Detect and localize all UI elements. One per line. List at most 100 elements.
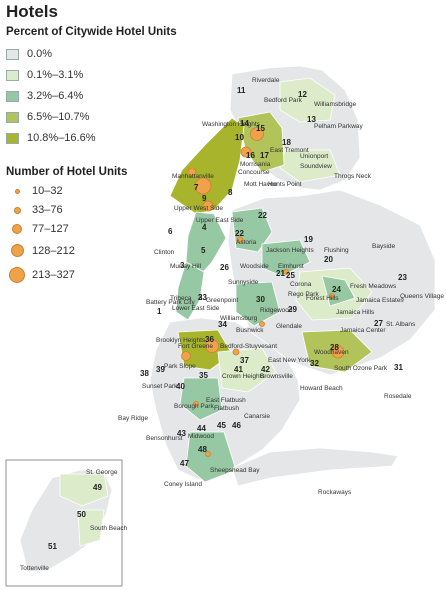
- place-label: Jackson Heights: [266, 247, 314, 254]
- place-label: East Flatbush: [206, 397, 246, 404]
- staten-island-north: [59, 473, 109, 507]
- units-legend-item: 128–212: [6, 244, 75, 257]
- place-label: Sunset Park: [142, 383, 178, 390]
- staten-island-inset: [5, 459, 123, 587]
- hotel-dot: [187, 167, 197, 177]
- place-label: Tribeca: [170, 295, 192, 302]
- place-label: Canarsie: [244, 413, 270, 420]
- place-label: South Beach: [90, 525, 128, 532]
- share-legend-item: 10.8%–16.6%: [6, 132, 96, 144]
- units-legend-item: 77–127: [6, 223, 69, 235]
- brooklyn-south: [185, 431, 237, 483]
- district-number: 16: [246, 151, 255, 160]
- hotel-dot: [331, 345, 345, 359]
- place-label: Bensonhurst: [146, 435, 183, 442]
- queens-jamaica: [321, 275, 356, 307]
- hotel-dot: [181, 351, 191, 361]
- district-number: 29: [288, 305, 297, 314]
- hotel-dot: [259, 321, 265, 327]
- hotel-dot: [193, 401, 199, 407]
- dot-size-3: [10, 244, 24, 257]
- place-label: Battery Park City: [146, 299, 196, 306]
- district-number: 22: [258, 211, 267, 220]
- district-number: 50: [77, 510, 86, 519]
- place-label: Williamsburg: [220, 315, 258, 322]
- queens-jackson: [261, 239, 311, 277]
- district-number: 28: [330, 343, 339, 352]
- units-legend-item: 213–327: [6, 267, 75, 283]
- district-number: 19: [304, 235, 313, 244]
- place-label: Concourse: [238, 169, 270, 176]
- place-label: Park Slope: [164, 363, 196, 370]
- district-number: 26: [220, 263, 229, 272]
- district-number: 2: [198, 293, 203, 302]
- district-number: 21: [276, 269, 285, 278]
- share-legend-item: 3.2%–6.4%: [6, 90, 83, 102]
- place-label: Coney Island: [164, 481, 202, 488]
- place-label: Bedford-Stuyvesant: [220, 343, 277, 350]
- place-label: Bay Ridge: [118, 415, 148, 422]
- share-legend-item: 0.0%: [6, 48, 52, 60]
- district-number: 5: [201, 246, 206, 255]
- place-label: Clinton: [154, 249, 175, 256]
- district-number: 39: [156, 365, 165, 374]
- hotel-dot: [205, 451, 211, 457]
- district-number: 49: [93, 483, 102, 492]
- district-number: 32: [310, 359, 319, 368]
- district-number: 38: [140, 369, 149, 378]
- place-label: Unionport: [300, 153, 328, 160]
- district-number: 4: [202, 223, 207, 232]
- place-label: Pelham Parkway: [314, 123, 364, 130]
- place-label: Ridgewood: [260, 307, 293, 314]
- place-label: Rego Park: [288, 291, 319, 298]
- brooklyn-flatbush: [179, 377, 223, 421]
- place-label: Greenpoint: [206, 297, 238, 304]
- share-swatch-3: [6, 111, 19, 123]
- place-label: St. Albans: [386, 321, 416, 328]
- place-label: Sheepshead Bay: [210, 467, 260, 474]
- share-legend-item: 0.1%–3.1%: [6, 69, 83, 81]
- district-number: 14: [240, 119, 249, 128]
- district-number: 9: [202, 194, 207, 203]
- district-number: 40: [176, 382, 185, 391]
- district-number: 25: [286, 271, 295, 280]
- district-number: 11: [237, 86, 246, 95]
- place-label: Brooklyn Heights: [156, 337, 206, 344]
- place-label: Astoria: [236, 239, 257, 246]
- place-label: Fort Greene: [178, 343, 213, 350]
- place-label: Jamaica Hills: [336, 309, 375, 316]
- district-number: 51: [48, 542, 57, 551]
- place-label: Upper East Side: [196, 217, 244, 224]
- place-label: Williamsbridge: [314, 101, 357, 108]
- share-swatch-2: [6, 90, 19, 102]
- place-label: Corona: [290, 281, 312, 288]
- place-label: Morrisania: [240, 161, 271, 168]
- district-number: 8: [228, 188, 233, 197]
- district-number: 10: [235, 133, 244, 142]
- place-label: Throgs Neck: [334, 173, 372, 180]
- place-label: Woodside: [240, 263, 269, 270]
- share-swatch-1: [6, 69, 19, 81]
- district-number: 17: [260, 151, 269, 160]
- brooklyn-central: [217, 347, 277, 393]
- dot-size-0: [14, 188, 20, 194]
- place-label: South Ozone Park: [334, 365, 388, 372]
- district-number: 24: [332, 285, 341, 294]
- place-label: Flushing: [324, 247, 349, 254]
- hotel-dot: [240, 146, 252, 158]
- place-label: Bayside: [372, 243, 396, 250]
- hotel-dot: [236, 236, 244, 244]
- hotel-dot: [329, 293, 335, 299]
- district-number: 3: [180, 261, 185, 270]
- place-label: Manhattanville: [172, 173, 214, 180]
- place-label: Borough Park: [174, 403, 214, 410]
- place-label: Rosedale: [384, 393, 412, 400]
- district-number: 27: [374, 319, 383, 328]
- place-label: Murray Hill: [170, 263, 202, 270]
- district-number: 33: [198, 293, 207, 302]
- hotel-dot: [205, 339, 219, 353]
- district-number: 34: [218, 320, 227, 329]
- share-swatch-4: [6, 132, 19, 144]
- hotel-dot: [202, 200, 214, 212]
